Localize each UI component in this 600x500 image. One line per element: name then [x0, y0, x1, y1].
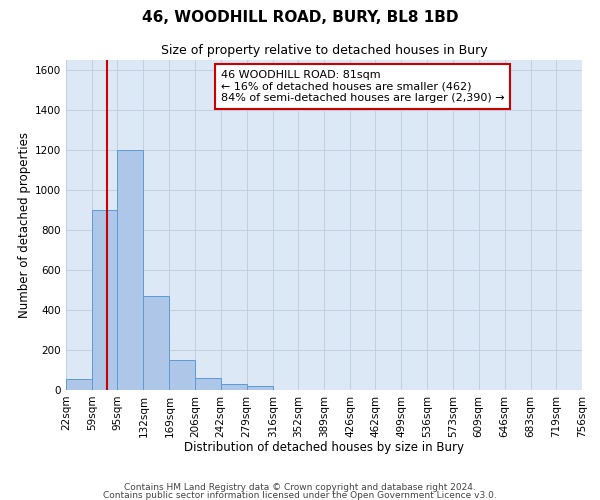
Bar [221, 384, 247, 390]
Text: 46, WOODHILL ROAD, BURY, BL8 1BD: 46, WOODHILL ROAD, BURY, BL8 1BD [142, 10, 458, 25]
Text: 46 WOODHILL ROAD: 81sqm
← 16% of detached houses are smaller (462)
84% of semi-d: 46 WOODHILL ROAD: 81sqm ← 16% of detache… [221, 70, 505, 103]
Bar [247, 386, 272, 390]
Bar [169, 360, 196, 390]
X-axis label: Distribution of detached houses by size in Bury: Distribution of detached houses by size … [184, 441, 464, 454]
Bar [143, 296, 169, 390]
Y-axis label: Number of detached properties: Number of detached properties [18, 132, 31, 318]
Bar [92, 210, 118, 390]
Bar [196, 378, 221, 390]
Text: Contains public sector information licensed under the Open Government Licence v3: Contains public sector information licen… [103, 491, 497, 500]
Bar [118, 150, 143, 390]
Title: Size of property relative to detached houses in Bury: Size of property relative to detached ho… [161, 44, 487, 58]
Bar [66, 379, 92, 390]
Text: Contains HM Land Registry data © Crown copyright and database right 2024.: Contains HM Land Registry data © Crown c… [124, 484, 476, 492]
